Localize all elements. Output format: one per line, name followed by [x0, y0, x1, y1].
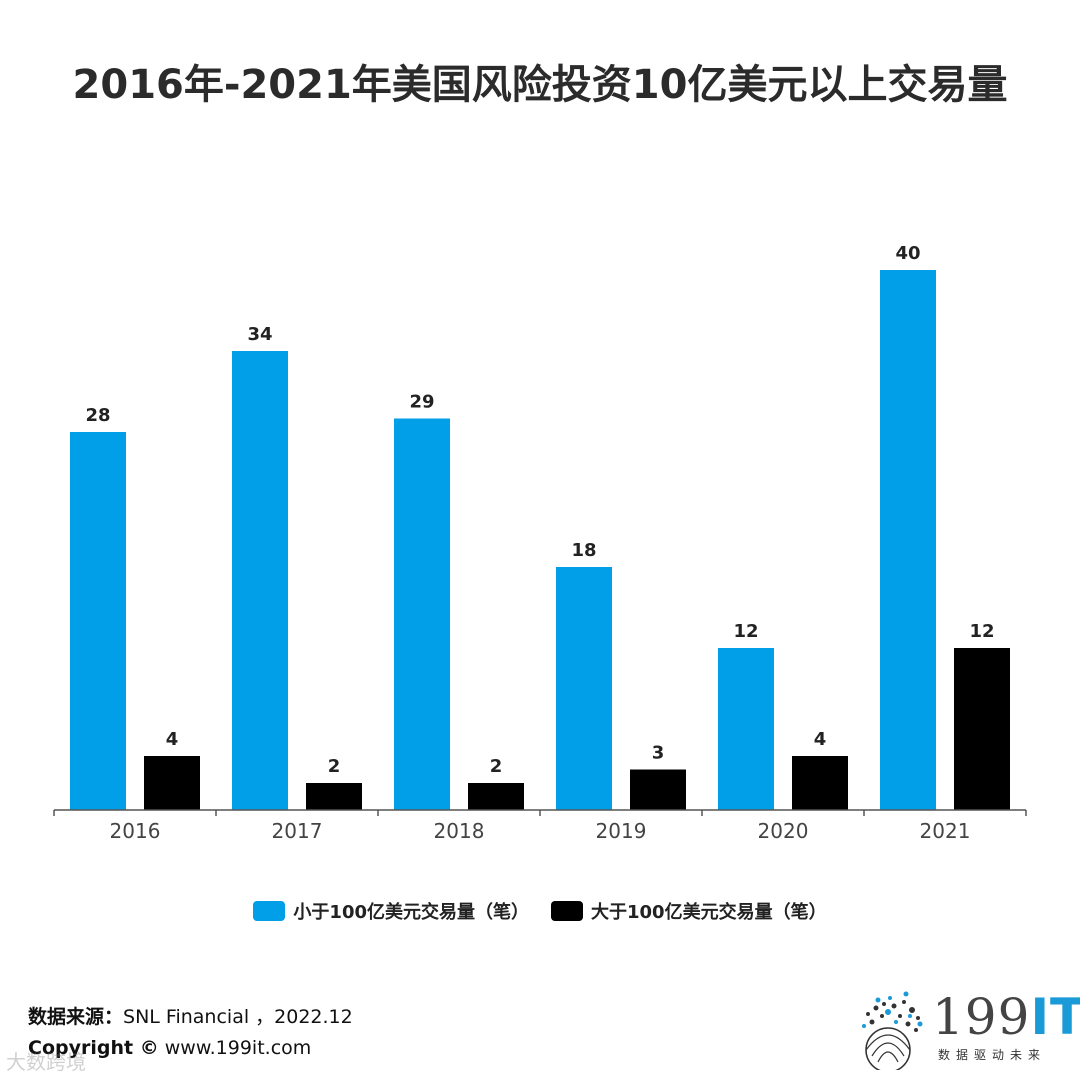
legend: 小于100亿美元交易量（笔） 大于100亿美元交易量（笔） [0, 898, 1080, 924]
bar-2019-large [630, 769, 686, 810]
dots-globe-icon [862, 991, 923, 1073]
data-label-2016-large: 4 [166, 729, 179, 750]
logo-wordmark: 199IT [932, 988, 1080, 1046]
logo-number: 199 [932, 988, 1031, 1046]
x-tick-label-2016: 2016 [110, 819, 161, 843]
logo-it: IT [1030, 988, 1080, 1046]
bar-2020-small [718, 648, 774, 810]
source-label: 数据来源： [28, 1006, 124, 1028]
x-tick-label-2019: 2019 [596, 819, 647, 843]
x-tick-label-2017: 2017 [272, 819, 323, 843]
bar-2018-large [468, 783, 524, 810]
legend-swatch-blue [253, 901, 286, 921]
x-tick-label-2018: 2018 [434, 819, 485, 843]
copyright-text: www.199it.com [158, 1037, 312, 1059]
legend-label-large-deals: 大于100亿美元交易量（笔） [591, 902, 827, 923]
legend-swatch-black [551, 901, 583, 921]
bar-2017-large [306, 783, 362, 810]
data-label-2017-small: 34 [247, 324, 272, 345]
data-label-2016-small: 28 [85, 405, 110, 426]
brand-logo: 199IT 数据驱动未来 [848, 988, 1080, 1073]
x-tick-label-2020: 2020 [758, 819, 809, 843]
bar-2020-large [792, 756, 848, 810]
data-label-2018-small: 29 [409, 392, 434, 413]
bar-2021-small [880, 270, 936, 810]
data-label-2021-small: 40 [895, 243, 920, 264]
legend-item-large-deals: 大于100亿美元交易量（笔） [551, 898, 827, 924]
data-label-2020-small: 12 [733, 621, 758, 642]
bar-2016-large [144, 756, 200, 810]
bar-chart: 28 4 2016 34 2 2017 29 2 2018 18 3 2019 12 4 2020 40 12 2… [53, 243, 1027, 843]
x-tick-label-2021: 2021 [920, 819, 971, 843]
logo-subtitle: 数据驱动未来 [938, 1048, 1047, 1062]
legend-label-small-deals: 小于100亿美元交易量（笔） [293, 902, 529, 923]
data-label-2019-large: 3 [652, 743, 665, 764]
data-label-2019-small: 18 [571, 540, 596, 561]
data-label-2017-large: 2 [328, 756, 341, 777]
legend-item-small-deals: 小于100亿美元交易量（笔） [253, 898, 529, 924]
copyright-label: Copyright © [28, 1037, 159, 1059]
data-label-2021-large: 12 [969, 621, 994, 642]
bar-2021-large [954, 648, 1010, 810]
data-source: 数据来源：SNL Financial ，2022.12 [28, 1002, 353, 1029]
bar-2017-small [232, 351, 288, 810]
data-label-2018-large: 2 [490, 756, 503, 777]
source-text: SNL Financial ，2022.12 [123, 1006, 353, 1028]
chart-title: 2016年-2021年美国风险投资10亿美元以上交易量 [72, 62, 1008, 108]
bar-2018-small [394, 418, 450, 810]
data-label-2020-large: 4 [814, 729, 827, 750]
watermark: 大数跨境 [6, 1050, 86, 1074]
copyright: Copyright © www.199it.com [28, 1037, 311, 1059]
bar-2016-small [70, 432, 126, 810]
bar-2019-small [556, 567, 612, 810]
